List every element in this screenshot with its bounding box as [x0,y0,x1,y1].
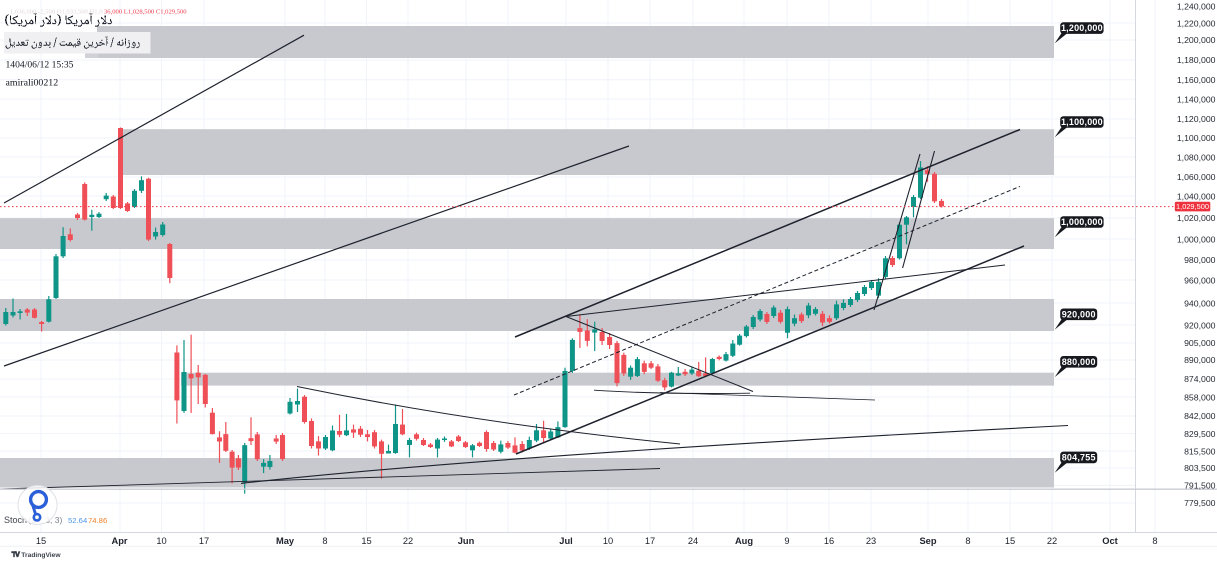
svg-text:803,500: 803,500 [1184,463,1216,473]
svg-text:829,500: 829,500 [1184,429,1216,439]
svg-text:920,000: 920,000 [1184,321,1216,331]
svg-text:1,000,000: 1,000,000 [1061,217,1103,227]
svg-text:Apr: Apr [111,536,127,546]
svg-text:Stoch: Stoch [4,515,27,525]
svg-text:920,000: 920,000 [1062,309,1096,319]
svg-text:1,020,000: 1,020,000 [1177,213,1216,223]
svg-text:874,000: 874,000 [1184,374,1216,384]
svg-text:Jul: Jul [559,536,572,546]
svg-text:1,240,000: 1,240,000 [1177,1,1216,11]
svg-text:1,160,000: 1,160,000 [1177,75,1216,85]
svg-text:15: 15 [36,536,46,546]
svg-text:10: 10 [156,536,166,546]
svg-text:1,220,000: 1,220,000 [1177,18,1216,28]
svg-text:1,036,000 -2,500 O1,033,500 H: 1,036,000 -2,500 O1,033,500 H1,0 [10,8,103,15]
svg-text:8: 8 [965,536,970,546]
svg-text:8: 8 [322,536,327,546]
svg-text:15: 15 [361,536,371,546]
svg-text:980,000: 980,000 [1184,255,1216,265]
svg-text:TradingView: TradingView [21,552,61,559]
svg-text:815,500: 815,500 [1184,446,1216,456]
svg-text:17: 17 [199,536,209,546]
svg-text:9: 9 [784,536,789,546]
svg-text:1,040,000: 1,040,000 [1177,192,1216,202]
svg-text:1,029,500: 1,029,500 [1176,202,1209,211]
svg-text:890,000: 890,000 [1184,355,1216,365]
svg-text:905,000: 905,000 [1184,338,1216,348]
svg-text:1,080,000: 1,080,000 [1177,153,1216,163]
svg-text:10: 10 [603,536,613,546]
svg-text:17: 17 [645,536,655,546]
svg-text:779,500: 779,500 [1184,498,1216,508]
svg-text:15: 15 [1005,536,1015,546]
svg-text:1,180,000: 1,180,000 [1177,55,1216,65]
svg-text:940,000: 940,000 [1184,298,1216,308]
svg-text:1,120,000: 1,120,000 [1177,114,1216,124]
svg-text:22: 22 [403,536,413,546]
svg-text:1,140,000: 1,140,000 [1177,94,1216,104]
svg-text:May: May [276,536,295,546]
svg-text:36,000 L1,028,500 C1,029,500: 36,000 L1,028,500 C1,029,500 [104,8,187,15]
svg-text:960,000: 960,000 [1184,275,1216,285]
svg-text:16: 16 [824,536,834,546]
svg-text:1,200,000: 1,200,000 [1061,23,1103,33]
svg-text:1,000,000: 1,000,000 [1177,234,1216,244]
svg-text:804,755: 804,755 [1062,452,1096,462]
svg-text:Oct: Oct [1102,536,1118,546]
svg-text:Sep: Sep [919,536,936,546]
svg-text:amirali00212: amirali00212 [6,78,59,89]
svg-text:Aug: Aug [735,536,753,546]
svg-text:1,200,000: 1,200,000 [1177,35,1216,45]
svg-text:791,500: 791,500 [1184,481,1216,491]
svg-text:Jun: Jun [458,536,475,546]
svg-text:74.86: 74.86 [88,516,107,525]
svg-text:23: 23 [866,536,876,546]
svg-text:24: 24 [688,536,698,546]
svg-text:880,000: 880,000 [1062,357,1096,367]
svg-text:1404/06/12 15:35: 1404/06/12 15:35 [6,60,74,71]
svg-text:1,100,000: 1,100,000 [1061,117,1103,127]
svg-text:52.64: 52.64 [68,516,88,525]
svg-text:858,000: 858,000 [1184,393,1216,403]
svg-text:1,100,000: 1,100,000 [1177,133,1216,143]
svg-text:22: 22 [1047,536,1057,546]
svg-text:842,000: 842,000 [1184,411,1216,421]
svg-text:8: 8 [1152,536,1157,546]
svg-text:1,060,000: 1,060,000 [1177,172,1216,182]
